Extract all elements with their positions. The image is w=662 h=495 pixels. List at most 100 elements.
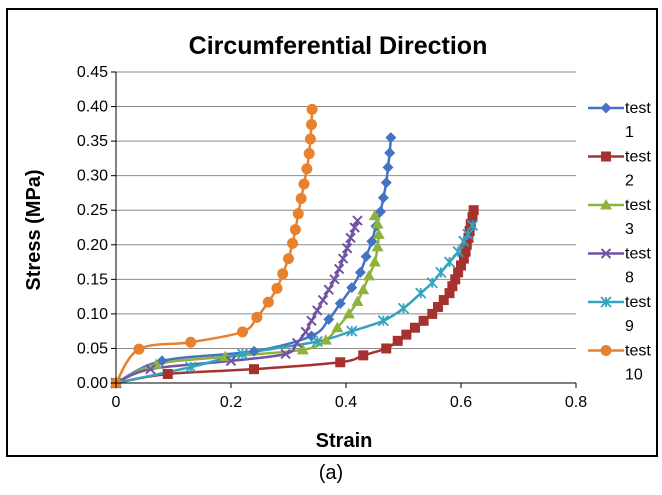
data-point (319, 334, 332, 345)
legend-label-number: 10 (625, 367, 643, 384)
y-tick-label: 0.35 (77, 133, 108, 150)
x-tick-label: 0.6 (450, 394, 472, 411)
data-point (300, 326, 311, 338)
data-point (368, 209, 381, 221)
data-point (466, 219, 479, 232)
data-point (464, 225, 475, 236)
data-point (352, 215, 363, 226)
data-point (447, 281, 458, 292)
legend-label: test (625, 197, 651, 214)
data-point (397, 302, 410, 314)
y-tick-label: 0.45 (77, 64, 108, 81)
data-point (368, 256, 381, 267)
series-line (114, 109, 314, 384)
x-axis-ticks: 0 0.2 0.4 0.6 0.8 (112, 383, 587, 411)
data-point (426, 277, 438, 289)
legend-label: test (625, 149, 651, 166)
data-point (467, 212, 478, 223)
data-point (468, 205, 479, 216)
data-point (401, 329, 412, 340)
data-point (358, 350, 369, 361)
legend-label-number: 8 (625, 270, 634, 287)
legend-marker (600, 296, 612, 308)
data-point (329, 274, 340, 285)
data-point (185, 361, 197, 373)
data-point (462, 228, 474, 241)
x-tick-label: 0 (112, 394, 121, 411)
data-point (301, 163, 313, 175)
data-point (185, 336, 197, 348)
legend-label: test (625, 343, 651, 360)
data-point (162, 369, 173, 380)
data-point (349, 222, 360, 233)
data-point (333, 263, 345, 275)
y-tick-label: 0.15 (77, 271, 108, 288)
data-point (456, 260, 466, 271)
data-point (382, 161, 394, 173)
data-point (225, 355, 237, 367)
data-point (458, 253, 469, 264)
data-point (317, 294, 329, 306)
legend-item: test 2 (588, 149, 651, 190)
legend-item: test 3 (588, 197, 651, 238)
legend-label-number: 1 (625, 124, 634, 141)
series-points (110, 132, 397, 389)
series-points (110, 209, 385, 388)
data-point (249, 364, 259, 375)
data-point (236, 348, 249, 360)
legend-marker (601, 151, 611, 162)
data-point (444, 288, 455, 299)
data-point (410, 322, 420, 333)
data-point (145, 363, 156, 375)
data-point (346, 282, 358, 294)
data-point (262, 296, 274, 308)
data-point (418, 315, 429, 326)
legend-item: test 1 (588, 100, 651, 141)
x-axis-label: Strain (316, 430, 373, 452)
data-point (306, 103, 318, 115)
data-point (283, 253, 294, 265)
data-point (392, 335, 403, 346)
series-points (110, 103, 318, 389)
data-point (375, 206, 386, 218)
data-point (435, 266, 447, 279)
data-point (335, 357, 346, 368)
data-point (292, 208, 304, 220)
data-point (251, 311, 263, 323)
data-point (385, 132, 397, 144)
data-point (377, 315, 390, 327)
gridlines (116, 71, 576, 349)
legend-label-number: 2 (625, 173, 634, 190)
data-point (306, 315, 317, 327)
y-tick-label: 0.25 (77, 202, 108, 219)
data-point (443, 256, 456, 268)
data-point (346, 325, 358, 337)
x-tick-label: 0.8 (565, 394, 587, 411)
data-point (323, 284, 334, 295)
data-point (433, 301, 443, 312)
legend-marker (600, 248, 612, 259)
data-point (337, 253, 349, 264)
series-line (115, 137, 393, 385)
legend-item: test 9 (588, 294, 651, 335)
data-point (357, 283, 370, 295)
legend-label: test (625, 100, 651, 117)
data-point (384, 147, 396, 159)
data-point (377, 192, 389, 204)
data-point (381, 343, 392, 354)
data-point (295, 192, 307, 204)
legend-label: test (625, 294, 651, 311)
data-point (334, 298, 346, 310)
y-tick-label: 0.40 (77, 99, 108, 116)
data-point (304, 133, 316, 145)
data-point (427, 308, 438, 319)
data-point (452, 246, 464, 258)
data-point (271, 282, 283, 294)
data-point (341, 243, 353, 254)
data-point (354, 266, 366, 278)
data-point (438, 295, 449, 306)
y-tick-label: 0.30 (77, 168, 108, 185)
legend-item: test 10 (588, 343, 651, 384)
legend-marker (600, 199, 612, 210)
data-point (248, 345, 260, 357)
